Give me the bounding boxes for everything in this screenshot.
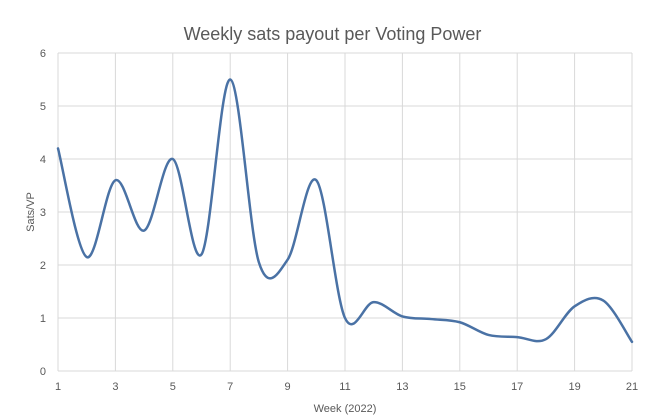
x-axis-title: Week (2022) bbox=[314, 403, 377, 415]
y-tick-label: 6 bbox=[40, 48, 46, 60]
x-tick-label: 11 bbox=[339, 381, 350, 393]
gridlines bbox=[57, 52, 633, 372]
x-tick-label: 1 bbox=[55, 381, 61, 393]
y-tick-label: 2 bbox=[40, 260, 46, 272]
x-tick-label: 5 bbox=[170, 381, 176, 393]
x-tick-label: 3 bbox=[112, 381, 118, 393]
x-tick-label: 15 bbox=[454, 381, 466, 393]
x-tick-label: 9 bbox=[285, 381, 291, 393]
y-tick-label: 0 bbox=[40, 366, 46, 378]
x-tick-label: 17 bbox=[511, 381, 523, 393]
series-line-0 bbox=[56, 78, 634, 344]
y-tick-label: 5 bbox=[40, 101, 46, 113]
x-tick-label: 19 bbox=[568, 381, 580, 393]
chart-title: Weekly sats payout per Voting Power bbox=[183, 24, 482, 44]
y-axis-title: Sats/VP bbox=[25, 192, 37, 232]
x-tick-label: 21 bbox=[626, 381, 638, 393]
y-tick-label: 1 bbox=[40, 313, 46, 325]
y-tick-label: 4 bbox=[40, 154, 46, 166]
x-tick-label: 13 bbox=[396, 381, 408, 393]
x-tick-label: 7 bbox=[227, 381, 233, 393]
y-tick-label: 3 bbox=[40, 207, 46, 219]
series-layer bbox=[56, 78, 634, 344]
